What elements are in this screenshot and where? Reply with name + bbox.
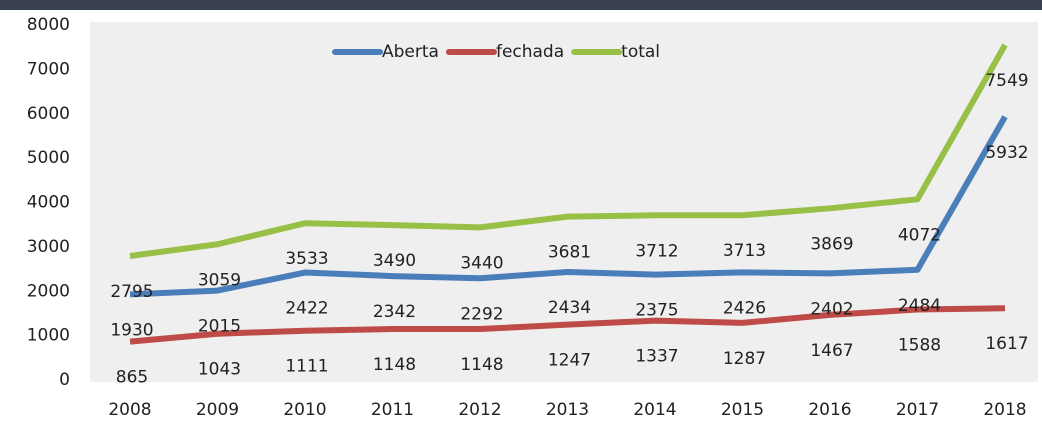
data-label: 1111: [285, 357, 328, 377]
data-label: 2426: [723, 298, 766, 318]
data-label: 3712: [635, 241, 678, 261]
data-label: 1337: [635, 347, 678, 367]
data-label: 2422: [285, 299, 328, 319]
top-strip: [0, 0, 1042, 10]
x-tick-label: 2018: [983, 400, 1026, 420]
y-tick-label: 6000: [27, 104, 70, 124]
data-label: 4072: [898, 225, 941, 245]
data-label: 1588: [898, 336, 941, 356]
data-label: 2292: [460, 304, 503, 324]
data-label: 3059: [198, 270, 241, 290]
y-tick-label: 3000: [27, 237, 70, 257]
data-label: 865: [116, 368, 148, 388]
data-label: 3440: [460, 253, 503, 273]
data-label: 3869: [810, 234, 853, 254]
data-label: 1467: [810, 341, 853, 361]
x-tick-label: 2008: [108, 400, 151, 420]
legend-label: total: [621, 42, 660, 62]
x-tick-label: 2010: [283, 400, 326, 420]
x-tick-label: 2012: [458, 400, 501, 420]
y-tick-label: 5000: [27, 148, 70, 168]
y-tick-label: 1000: [27, 326, 70, 346]
y-tick-label: 7000: [27, 59, 70, 79]
y-tick-label: 4000: [27, 193, 70, 213]
legend-label: fechada: [496, 42, 564, 62]
y-tick-label: 2000: [27, 281, 70, 301]
x-tick-label: 2016: [808, 400, 851, 420]
x-tick-label: 2017: [896, 400, 939, 420]
data-label: 1247: [548, 351, 591, 371]
data-label: 3681: [548, 243, 591, 263]
data-label: 1930: [110, 320, 153, 340]
data-label: 1148: [460, 355, 503, 375]
x-tick-label: 2011: [371, 400, 414, 420]
chart: 0 1000 2000 3000 4000 5000 6000 7000 8000 2008 200…: [0, 0, 1042, 424]
data-label: 2015: [198, 317, 241, 337]
y-tick-label: 8000: [27, 15, 70, 35]
data-label: 1287: [723, 349, 766, 369]
data-label: 2795: [110, 282, 153, 302]
data-label: 1043: [198, 360, 241, 380]
data-label: 3533: [285, 249, 328, 269]
data-label: 2484: [898, 296, 941, 316]
y-tick-label: 0: [59, 370, 70, 390]
x-tick-label: 2015: [721, 400, 764, 420]
data-label: 5932: [985, 143, 1028, 163]
data-label: 3490: [373, 251, 416, 271]
data-label: 2342: [373, 302, 416, 322]
data-label: 3713: [723, 241, 766, 261]
data-label: 2402: [810, 299, 853, 319]
x-tick-label: 2014: [633, 400, 676, 420]
data-label: 2375: [635, 301, 678, 321]
x-tick-label: 2009: [196, 400, 239, 420]
data-label: 1148: [373, 355, 416, 375]
data-label: 1617: [985, 334, 1028, 354]
legend-label: Aberta: [382, 42, 439, 62]
data-label: 7549: [985, 71, 1028, 91]
data-label: 2434: [548, 298, 591, 318]
x-tick-label: 2013: [546, 400, 589, 420]
